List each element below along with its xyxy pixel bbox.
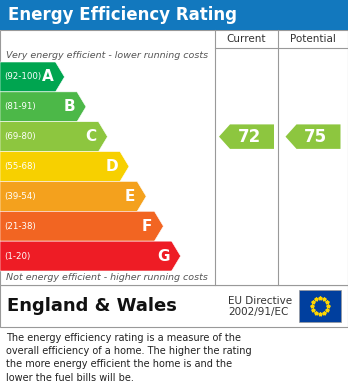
Polygon shape: [0, 92, 86, 122]
Polygon shape: [0, 62, 64, 92]
Polygon shape: [0, 181, 146, 211]
Text: B: B: [63, 99, 75, 114]
Text: England & Wales: England & Wales: [7, 297, 177, 315]
Text: Not energy efficient - higher running costs: Not energy efficient - higher running co…: [6, 273, 208, 283]
Text: (39-54): (39-54): [4, 192, 35, 201]
Text: D: D: [105, 159, 118, 174]
Polygon shape: [0, 241, 181, 271]
Text: Very energy efficient - lower running costs: Very energy efficient - lower running co…: [6, 50, 208, 59]
Polygon shape: [0, 152, 129, 181]
Text: (55-68): (55-68): [4, 162, 36, 171]
Text: Potential: Potential: [290, 34, 336, 44]
Text: (92-100): (92-100): [4, 72, 41, 81]
Text: 2002/91/EC: 2002/91/EC: [228, 307, 288, 317]
Text: (21-38): (21-38): [4, 222, 36, 231]
Bar: [299, 290, 341, 322]
Text: (81-91): (81-91): [4, 102, 35, 111]
Polygon shape: [0, 122, 108, 152]
Bar: [0, 30, 348, 285]
Polygon shape: [219, 124, 274, 149]
Bar: [0, 285, 348, 327]
Text: C: C: [85, 129, 96, 144]
Text: EU Directive: EU Directive: [228, 296, 292, 306]
Text: F: F: [142, 219, 152, 234]
Text: 72: 72: [238, 127, 261, 145]
Polygon shape: [285, 124, 340, 149]
Text: (69-80): (69-80): [4, 132, 35, 141]
Text: The energy efficiency rating is a measure of the
overall efficiency of a home. T: The energy efficiency rating is a measur…: [6, 333, 252, 383]
Text: 75: 75: [304, 127, 327, 145]
Text: G: G: [157, 249, 169, 264]
Text: Energy Efficiency Rating: Energy Efficiency Rating: [8, 6, 237, 24]
Text: Current: Current: [227, 34, 266, 44]
Text: (1-20): (1-20): [4, 251, 30, 260]
Text: A: A: [42, 70, 54, 84]
Bar: [0, 0, 348, 30]
Text: E: E: [125, 189, 135, 204]
Polygon shape: [0, 211, 164, 241]
